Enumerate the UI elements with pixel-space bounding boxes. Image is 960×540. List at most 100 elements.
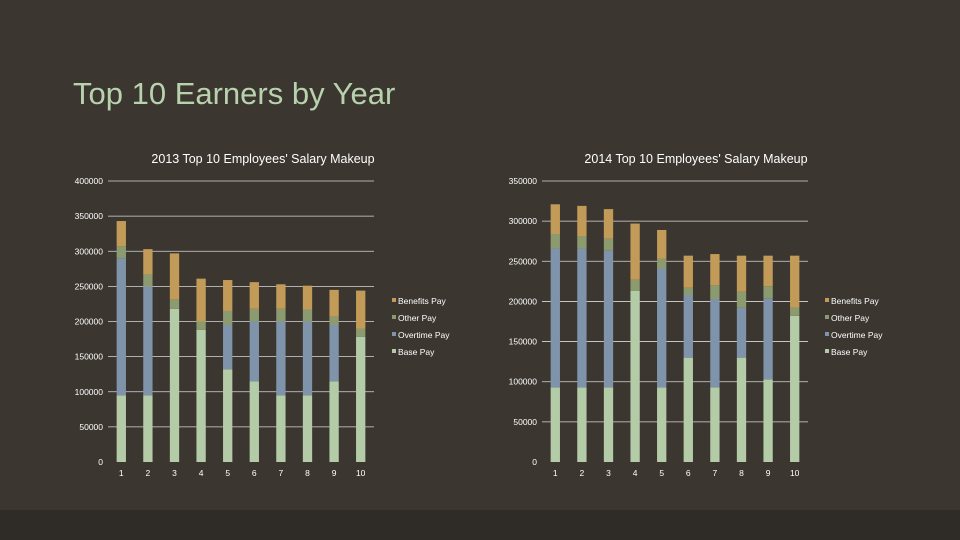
bar-segment-other-pay (223, 310, 233, 326)
bar-segment-benefits-pay (736, 255, 747, 292)
bar-segment-benefits-pay (169, 253, 180, 300)
bar-segment-base-pay (763, 379, 773, 462)
bar-segment-benefits-pay (710, 254, 720, 286)
y-tick-label: 50000 (79, 422, 103, 432)
x-tick-label: 1 (119, 468, 124, 478)
y-tick-label: 250000 (75, 281, 104, 291)
x-tick-label: 7 (279, 468, 284, 478)
chart-title: 2014 Top 10 Employees' Salary Makeup (584, 152, 807, 166)
x-tick-label: 8 (739, 468, 744, 478)
y-tick-label: 100000 (75, 387, 104, 397)
bar-segment-other-pay (577, 236, 587, 249)
bar-segment-benefits-pay (223, 280, 233, 311)
bar-segment-benefits-pay (143, 249, 153, 275)
legend-label: Other Pay (831, 313, 870, 323)
x-tick-label: 8 (305, 468, 310, 478)
legend-label: Base Pay (398, 347, 435, 357)
x-tick-label: 10 (790, 468, 800, 478)
legend-swatch (825, 315, 829, 319)
bar-segment-overtime-pay (116, 258, 126, 396)
y-tick-label: 0 (532, 457, 537, 467)
bar-segment-benefits-pay (276, 284, 286, 309)
bar-segment-other-pay (196, 321, 206, 330)
bar-segment-benefits-pay (249, 282, 259, 309)
bar-segment-base-pay (276, 395, 286, 462)
bar-segment-base-pay (630, 290, 640, 462)
bar-segment-overtime-pay (736, 307, 747, 358)
bar-segment-benefits-pay (683, 255, 693, 288)
x-tick-label: 10 (356, 468, 366, 478)
bar-segment-base-pay (116, 395, 126, 462)
legend-swatch (825, 298, 829, 302)
legend-swatch (825, 349, 829, 353)
bar-segment-benefits-pay (329, 289, 339, 317)
bar-segment-base-pay (329, 381, 339, 462)
bar-segment-benefits-pay (577, 205, 587, 237)
bar-segment-overtime-pay (577, 248, 587, 388)
bar-segment-other-pay (302, 309, 313, 322)
bar-segment-overtime-pay (143, 286, 153, 396)
chart-title: 2013 Top 10 Employees' Salary Makeup (151, 152, 374, 166)
bar-segment-overtime-pay (763, 298, 773, 380)
bar-segment-other-pay (710, 285, 720, 300)
bar-segment-base-pay (657, 387, 667, 462)
x-tick-label: 3 (606, 468, 611, 478)
y-tick-label: 350000 (75, 211, 104, 221)
bar-segment-overtime-pay (276, 321, 286, 396)
bar-segment-overtime-pay (683, 295, 693, 358)
bar-segment-overtime-pay (710, 299, 720, 388)
legend-swatch (392, 349, 396, 353)
y-tick-label: 50000 (513, 417, 537, 427)
bar-segment-overtime-pay (223, 325, 233, 370)
x-tick-label: 3 (172, 468, 177, 478)
x-tick-label: 1 (553, 468, 558, 478)
bar-segment-benefits-pay (763, 255, 773, 287)
y-tick-label: 200000 (75, 317, 104, 327)
y-tick-label: 150000 (509, 337, 538, 347)
y-tick-label: 400000 (75, 176, 104, 186)
bar-segment-base-pay (603, 387, 614, 462)
bar-segment-benefits-pay (302, 285, 313, 310)
x-tick-label: 9 (766, 468, 771, 478)
bar-segment-benefits-pay (196, 278, 206, 322)
bar-segment-overtime-pay (657, 268, 667, 388)
x-tick-label: 6 (252, 468, 257, 478)
y-tick-label: 100000 (509, 377, 538, 387)
bar-segment-overtime-pay (329, 325, 339, 382)
bar-segment-benefits-pay (657, 229, 667, 259)
x-tick-label: 4 (199, 468, 204, 478)
bar-segment-other-pay (630, 279, 640, 291)
bar-segment-other-pay (276, 308, 286, 322)
y-tick-label: 300000 (75, 246, 104, 256)
bar-segment-base-pay (356, 336, 366, 462)
x-tick-label: 9 (332, 468, 337, 478)
bar-segment-benefits-pay (603, 209, 614, 239)
bar-segment-base-pay (710, 387, 720, 462)
bar-segment-base-pay (577, 387, 587, 462)
bar-segment-other-pay (249, 308, 259, 322)
x-tick-label: 5 (659, 468, 664, 478)
bar-segment-other-pay (550, 233, 560, 249)
y-tick-label: 300000 (509, 216, 538, 226)
legend-swatch (392, 298, 396, 302)
bar-segment-base-pay (790, 315, 800, 462)
bar-segment-other-pay (603, 238, 614, 251)
bar-segment-other-pay (116, 246, 126, 259)
legend-swatch (392, 332, 396, 336)
x-tick-label: 5 (225, 468, 230, 478)
bar-segment-base-pay (736, 357, 747, 462)
slide-title: Top 10 Earners by Year (73, 76, 396, 111)
bar-segment-other-pay (169, 299, 180, 309)
chart-2: 2014 Top 10 Employees' Salary Makeup 0 500… (509, 152, 884, 478)
bar-segment-base-pay (302, 395, 313, 462)
bar-segment-benefits-pay (630, 223, 640, 280)
bar-segment-other-pay (143, 274, 153, 287)
legend-label: Overtime Pay (831, 330, 883, 340)
bar-segment-benefits-pay (790, 255, 800, 308)
bar-segment-other-pay (736, 291, 747, 308)
bar-segment-base-pay (169, 308, 180, 462)
x-tick-label: 2 (146, 468, 151, 478)
y-tick-label: 150000 (75, 352, 104, 362)
legend-swatch (825, 332, 829, 336)
